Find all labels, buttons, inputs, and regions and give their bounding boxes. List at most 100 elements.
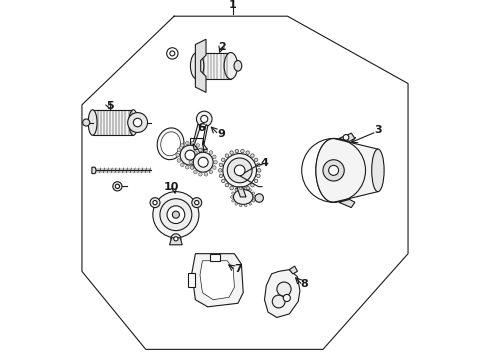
Circle shape bbox=[191, 141, 195, 145]
Circle shape bbox=[213, 155, 216, 159]
Polygon shape bbox=[196, 39, 206, 93]
Text: 3: 3 bbox=[374, 125, 382, 135]
Ellipse shape bbox=[129, 110, 138, 135]
Circle shape bbox=[204, 172, 208, 176]
Circle shape bbox=[198, 157, 208, 167]
Circle shape bbox=[201, 116, 208, 122]
Ellipse shape bbox=[235, 149, 239, 153]
Polygon shape bbox=[316, 139, 378, 202]
Ellipse shape bbox=[252, 199, 255, 202]
Circle shape bbox=[213, 166, 216, 169]
Ellipse shape bbox=[246, 186, 249, 190]
Ellipse shape bbox=[253, 196, 256, 198]
Ellipse shape bbox=[234, 60, 242, 71]
Ellipse shape bbox=[225, 183, 229, 187]
Circle shape bbox=[194, 151, 197, 154]
Circle shape bbox=[204, 148, 208, 152]
Circle shape bbox=[192, 198, 202, 208]
Circle shape bbox=[167, 206, 185, 224]
Circle shape bbox=[186, 166, 189, 169]
Circle shape bbox=[329, 165, 339, 175]
Circle shape bbox=[227, 158, 252, 183]
Ellipse shape bbox=[257, 168, 261, 172]
Polygon shape bbox=[192, 254, 243, 307]
Polygon shape bbox=[193, 144, 198, 150]
Polygon shape bbox=[237, 187, 246, 197]
Polygon shape bbox=[202, 144, 207, 150]
Circle shape bbox=[177, 148, 181, 152]
Text: 1: 1 bbox=[229, 0, 237, 10]
Ellipse shape bbox=[231, 196, 233, 198]
Polygon shape bbox=[200, 261, 234, 300]
Circle shape bbox=[272, 295, 285, 308]
Circle shape bbox=[195, 201, 199, 205]
Polygon shape bbox=[202, 124, 208, 145]
Circle shape bbox=[186, 141, 189, 145]
Circle shape bbox=[277, 282, 291, 296]
Circle shape bbox=[189, 161, 193, 164]
Ellipse shape bbox=[191, 53, 204, 79]
Ellipse shape bbox=[219, 174, 223, 177]
Circle shape bbox=[176, 153, 179, 157]
Ellipse shape bbox=[254, 158, 258, 162]
Circle shape bbox=[180, 145, 200, 165]
Circle shape bbox=[180, 144, 184, 147]
Polygon shape bbox=[339, 133, 355, 141]
Circle shape bbox=[255, 194, 264, 202]
Ellipse shape bbox=[246, 151, 249, 154]
Circle shape bbox=[343, 135, 349, 140]
Circle shape bbox=[201, 153, 204, 157]
Ellipse shape bbox=[241, 188, 244, 192]
Ellipse shape bbox=[225, 154, 229, 157]
Circle shape bbox=[194, 170, 197, 174]
Ellipse shape bbox=[219, 163, 223, 167]
Ellipse shape bbox=[88, 110, 97, 135]
Ellipse shape bbox=[221, 158, 225, 162]
Ellipse shape bbox=[235, 189, 237, 191]
Ellipse shape bbox=[235, 188, 239, 192]
Ellipse shape bbox=[240, 204, 242, 207]
Circle shape bbox=[177, 159, 181, 162]
Circle shape bbox=[180, 163, 184, 167]
Ellipse shape bbox=[251, 154, 254, 157]
Circle shape bbox=[283, 294, 291, 302]
Circle shape bbox=[115, 184, 120, 188]
Circle shape bbox=[83, 119, 90, 126]
Circle shape bbox=[196, 144, 199, 147]
Circle shape bbox=[323, 160, 344, 181]
Polygon shape bbox=[188, 273, 196, 287]
Ellipse shape bbox=[232, 199, 234, 202]
Circle shape bbox=[199, 148, 203, 152]
Circle shape bbox=[174, 237, 178, 241]
Ellipse shape bbox=[232, 192, 234, 194]
Ellipse shape bbox=[230, 151, 233, 154]
Polygon shape bbox=[170, 238, 182, 245]
Ellipse shape bbox=[161, 132, 180, 156]
Ellipse shape bbox=[219, 168, 222, 172]
Polygon shape bbox=[265, 270, 300, 318]
Ellipse shape bbox=[223, 153, 257, 187]
Text: 9: 9 bbox=[217, 129, 225, 139]
Ellipse shape bbox=[251, 183, 254, 187]
Ellipse shape bbox=[230, 186, 233, 190]
Circle shape bbox=[199, 159, 203, 162]
Circle shape bbox=[234, 165, 245, 176]
Ellipse shape bbox=[157, 128, 184, 160]
Ellipse shape bbox=[224, 53, 238, 79]
Ellipse shape bbox=[245, 187, 247, 190]
Circle shape bbox=[198, 172, 202, 176]
Circle shape bbox=[190, 166, 194, 169]
Polygon shape bbox=[210, 254, 220, 261]
Circle shape bbox=[170, 51, 175, 56]
Ellipse shape bbox=[257, 163, 260, 167]
Polygon shape bbox=[93, 110, 133, 135]
Circle shape bbox=[133, 118, 142, 127]
Circle shape bbox=[196, 111, 212, 127]
Ellipse shape bbox=[316, 139, 351, 202]
Circle shape bbox=[167, 48, 178, 59]
Text: 6: 6 bbox=[197, 123, 205, 133]
Circle shape bbox=[128, 113, 147, 132]
Circle shape bbox=[153, 192, 199, 238]
Circle shape bbox=[113, 182, 122, 191]
Circle shape bbox=[209, 151, 213, 154]
